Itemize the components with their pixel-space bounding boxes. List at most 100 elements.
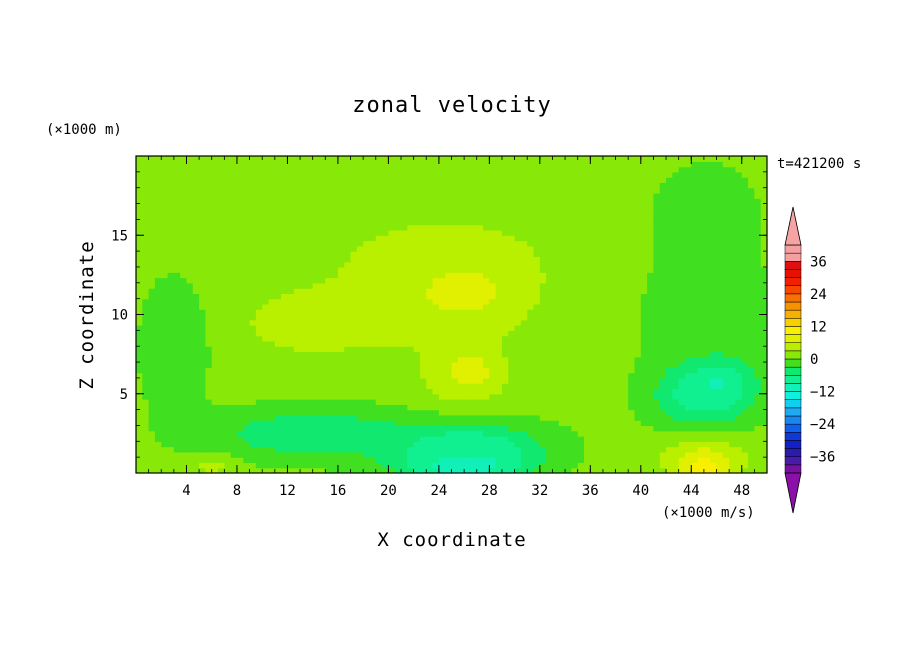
field-cell: [754, 467, 762, 473]
field-cell: [741, 383, 749, 390]
field-cell: [375, 266, 383, 273]
field-cell: [684, 404, 692, 411]
field-cell: [243, 425, 251, 432]
field-cell: [457, 351, 465, 358]
field-cell: [722, 436, 730, 442]
field-cell: [401, 256, 408, 263]
field-cell: [369, 457, 377, 464]
field-cell: [192, 457, 200, 464]
field-cell: [640, 467, 648, 473]
field-cell: [508, 377, 516, 384]
field-cell: [666, 245, 673, 252]
field-cell: [760, 214, 767, 220]
field-cell: [584, 346, 591, 353]
field-cell: [236, 224, 244, 231]
field-cell: [186, 446, 194, 453]
field-cell: [350, 441, 358, 448]
field-cell: [268, 362, 276, 368]
field-cell: [287, 436, 295, 442]
field-cell: [161, 335, 169, 342]
field-cell: [173, 256, 181, 263]
field-cell: [666, 261, 673, 268]
field-cell: [470, 272, 478, 279]
field-cell: [684, 251, 692, 257]
field-cell: [735, 319, 743, 326]
field-cell: [577, 351, 585, 358]
field-cell: [180, 377, 188, 384]
field-cell: [476, 303, 484, 310]
field-cell: [413, 293, 421, 300]
field-cell: [230, 340, 238, 347]
field-cell: [180, 303, 188, 310]
field-cell: [647, 235, 655, 242]
field-cell: [199, 356, 207, 363]
field-cell: [470, 420, 478, 427]
field-cell: [167, 346, 175, 353]
field-cell: [609, 245, 617, 252]
field-cell: [186, 224, 194, 231]
field-cell: [218, 409, 225, 416]
field-cell: [287, 266, 295, 273]
field-cell: [142, 319, 150, 326]
field-cell: [590, 367, 598, 374]
field-cell: [401, 251, 408, 257]
field-cell: [363, 451, 371, 458]
field-cell: [628, 457, 636, 464]
field-cell: [192, 377, 200, 384]
field-cell: [684, 214, 692, 220]
field-cell: [350, 314, 358, 321]
field-cell: [230, 372, 238, 379]
field-cell: [243, 430, 251, 437]
field-cell: [571, 351, 579, 358]
field-cell: [640, 293, 648, 300]
field-cell: [401, 441, 408, 448]
field-cell: [199, 451, 207, 458]
field-cell: [628, 335, 636, 342]
field-cell: [142, 351, 150, 358]
field-cell: [748, 404, 755, 411]
field-cell: [274, 319, 282, 326]
field-cell: [565, 261, 572, 268]
field-cell: [602, 272, 610, 279]
field-cell: [501, 340, 509, 347]
field-cell: [703, 351, 711, 358]
field-cell: [401, 414, 408, 421]
field-cell: [703, 346, 711, 353]
field-cell: [634, 340, 642, 347]
field-cell: [546, 393, 554, 400]
field-cell: [729, 309, 737, 316]
field-cell: [142, 272, 150, 279]
field-cell: [293, 346, 301, 353]
field-cell: [602, 288, 610, 294]
field-cell: [495, 272, 503, 279]
field-cell: [489, 340, 497, 347]
field-cell: [584, 430, 591, 437]
field-cell: [729, 330, 737, 337]
field-cell: [350, 219, 358, 226]
field-cell: [514, 425, 522, 432]
field-cell: [539, 245, 547, 252]
field-cell: [552, 441, 560, 448]
field-cell: [546, 282, 554, 289]
field-cell: [735, 282, 743, 289]
field-cell: [634, 414, 642, 421]
field-cell: [659, 235, 667, 242]
field-cell: [495, 319, 503, 326]
field-cell: [438, 309, 446, 316]
field-cell: [426, 362, 434, 368]
field-cell: [451, 277, 459, 284]
field-cell: [577, 441, 585, 448]
field-cell: [672, 272, 680, 279]
field-cell: [318, 467, 326, 473]
field-cell: [382, 298, 389, 305]
field-cell: [684, 399, 692, 405]
field-cell: [520, 272, 528, 279]
field-cell: [596, 208, 604, 215]
field-cell: [136, 414, 143, 421]
field-cell: [293, 404, 301, 411]
field-cell: [609, 298, 617, 305]
field-cell: [161, 446, 169, 453]
field-cell: [211, 446, 219, 453]
field-cell: [306, 346, 314, 353]
field-cell: [255, 425, 263, 432]
